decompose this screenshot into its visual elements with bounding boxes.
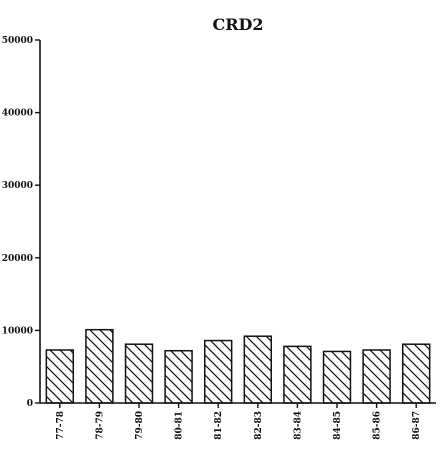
y-axis: 0 10000 20000 30000 40000 50000 [2, 36, 41, 409]
y-tick-label: 50000 [2, 36, 33, 46]
x-axis: 77-78 78-79 79-80 80-81 81-82 82-83 83-84 84-85… [40, 402, 436, 440]
bar [243, 335, 273, 404]
bar-series [45, 328, 431, 404]
x-tick-label: 77-78 [56, 411, 66, 440]
bar [124, 343, 154, 404]
bar [362, 349, 391, 404]
x-tick-label: 86-87 [412, 411, 422, 440]
y-tick-label: 0 [27, 399, 33, 409]
bar [322, 350, 352, 404]
chart-title: CRD2 [212, 15, 263, 34]
bar [164, 349, 193, 404]
bar [401, 343, 431, 404]
x-tick-label: 81-82 [214, 411, 224, 440]
x-tick-label: 79-80 [135, 411, 145, 440]
x-tick-label: 83-84 [293, 411, 303, 440]
bar [45, 349, 75, 404]
bar [203, 339, 233, 404]
y-tick-label: 20000 [2, 254, 33, 264]
x-tick-label: 80-81 [175, 411, 185, 440]
y-tick-label: 30000 [2, 181, 33, 191]
bar [283, 345, 312, 404]
y-tick-label: 10000 [2, 326, 33, 336]
x-tick-label: 85-86 [373, 411, 383, 440]
x-tick-label: 82-83 [254, 411, 264, 440]
x-tick-label: 78-79 [95, 411, 105, 440]
y-tick-label: 40000 [2, 109, 33, 119]
bar [85, 328, 114, 404]
x-tick-label: 84-85 [333, 411, 343, 440]
